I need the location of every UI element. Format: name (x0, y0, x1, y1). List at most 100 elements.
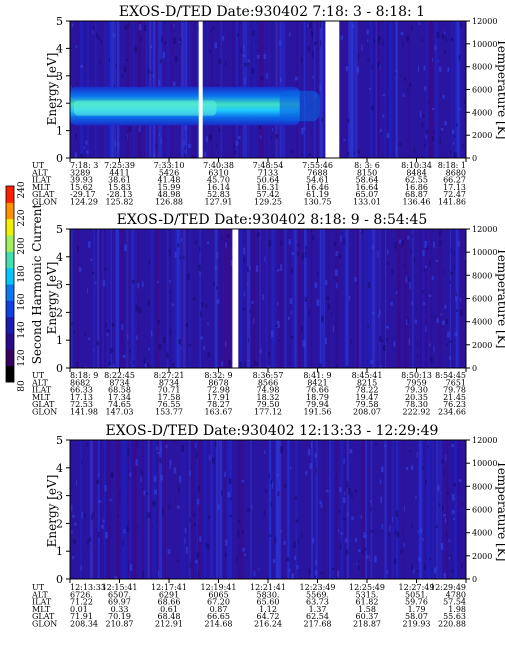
heatmap-speckle (432, 107, 435, 110)
heatmap-speckle (309, 22, 312, 29)
orbit-value: 15.83 (108, 183, 131, 192)
heatmap-speckle (146, 363, 149, 367)
heatmap-speckle (291, 573, 294, 579)
heatmap-streak (385, 229, 387, 368)
heatmap-speckle (415, 495, 417, 500)
orbit-value: 79.30 (405, 386, 428, 395)
heatmap-speckle (173, 440, 175, 444)
heatmap-speckle (437, 60, 439, 63)
heatmap-speckle (262, 294, 265, 301)
data-gap (232, 229, 239, 368)
heatmap-speckle (101, 524, 104, 529)
heatmap-streak (121, 440, 125, 579)
heatmap-speckle (301, 326, 303, 333)
colorbar: 80 120 140 160 180 200 220 240 Second Harmonic … (5, 181, 44, 392)
heatmap-speckle (314, 282, 318, 288)
heatmap-speckle (356, 66, 359, 73)
heatmap-speckle (345, 365, 349, 368)
heatmap-streak (203, 440, 206, 579)
orbit-value: 7:40:38 (203, 161, 234, 170)
orbit-value: 8:18: 1 (438, 161, 466, 170)
heatmap-speckle (450, 248, 452, 254)
heatmap-streak (198, 440, 201, 579)
heatmap-speckle (205, 303, 208, 308)
heatmap-speckle (434, 567, 437, 574)
orbit-value: 8:54:45 (435, 371, 466, 380)
heatmap-speckle (243, 45, 245, 52)
heatmap-speckle (283, 483, 286, 488)
heatmap-streak (127, 229, 129, 368)
heatmap-speckle (451, 444, 454, 447)
heatmap-speckle (423, 268, 426, 271)
heatmap-streak (118, 440, 120, 579)
y-tick-label: 1 (56, 334, 63, 347)
orbit-value: 71.22 (70, 598, 93, 607)
heatmap-speckle (210, 28, 212, 34)
orbit-value: 12:19:41 (201, 583, 237, 592)
heatmap-speckle (462, 143, 464, 149)
heatmap-speckle (91, 514, 93, 521)
orbit-row-label: MLT (32, 393, 51, 402)
heatmap-speckle (162, 336, 166, 344)
heatmap-speckle (314, 570, 318, 576)
heatmap-speckle (374, 555, 377, 563)
heatmap-speckle (220, 361, 224, 366)
data-gap (198, 21, 203, 158)
orbit-row-label: ALT (31, 590, 48, 599)
heatmap-speckle (174, 252, 177, 258)
heatmap-speckle (432, 241, 435, 248)
heatmap-speckle (192, 296, 196, 301)
orbit-value: 79.78 (443, 386, 466, 395)
heatmap-speckle (435, 259, 438, 262)
heatmap-speckle (129, 564, 133, 571)
heatmap-streak (397, 229, 401, 368)
heatmap-speckle (72, 514, 75, 518)
heatmap-speckle (122, 354, 126, 358)
heatmap-speckle (255, 265, 259, 272)
orbit-value: 8:32: 9 (204, 371, 232, 380)
heatmap-speckle (238, 519, 241, 523)
heatmap-speckle (95, 32, 98, 39)
heatmap-streak (191, 440, 194, 579)
orbit-value: 177.12 (254, 408, 282, 417)
heatmap-speckle (133, 361, 135, 365)
heatmap-streak (338, 21, 341, 158)
heatmap-streak (422, 229, 425, 368)
heatmap-speckle (268, 352, 271, 357)
heatmap-speckle (167, 549, 171, 554)
heatmap-speckle (312, 538, 315, 544)
heatmap-streak (278, 229, 280, 368)
heatmap-speckle (431, 136, 435, 141)
orbit-value: 8734 (159, 378, 179, 387)
heatmap-speckle (152, 73, 155, 79)
y-axis-right-label: Temperature [K] (495, 39, 505, 140)
orbit-value: 78.22 (356, 386, 379, 395)
heatmap-streak (339, 21, 342, 158)
heatmap-speckle (109, 498, 112, 502)
heatmap-speckle (176, 505, 180, 509)
heatmap-speckle (358, 559, 360, 563)
heatmap-speckle (296, 565, 299, 570)
heatmap-speckle (244, 77, 246, 85)
orbit-value: 0.33 (111, 605, 129, 614)
heatmap-speckle (278, 40, 282, 46)
heatmap-speckle (367, 39, 369, 42)
orbit-value: 58.07 (405, 612, 428, 621)
heatmap-streak (331, 440, 333, 579)
heatmap-speckle (197, 485, 200, 492)
heatmap-speckle (346, 549, 349, 555)
heatmap-speckle (430, 315, 433, 319)
y-right-tick-label: 0 (472, 154, 477, 163)
orbit-value: 8682 (70, 378, 90, 387)
heatmap-speckle (289, 32, 291, 37)
orbit-value: 78.30 (405, 400, 428, 409)
heatmap-speckle (361, 44, 363, 51)
heatmap-speckle (100, 39, 103, 46)
orbit-value: 8734 (109, 378, 129, 387)
heatmap-speckle (377, 35, 381, 40)
heatmap-streak (438, 229, 442, 368)
y-tick-label: 5 (56, 223, 63, 236)
heatmap-speckle (312, 75, 314, 79)
heatmap-speckle (135, 304, 139, 312)
heatmap-speckle (370, 360, 373, 364)
